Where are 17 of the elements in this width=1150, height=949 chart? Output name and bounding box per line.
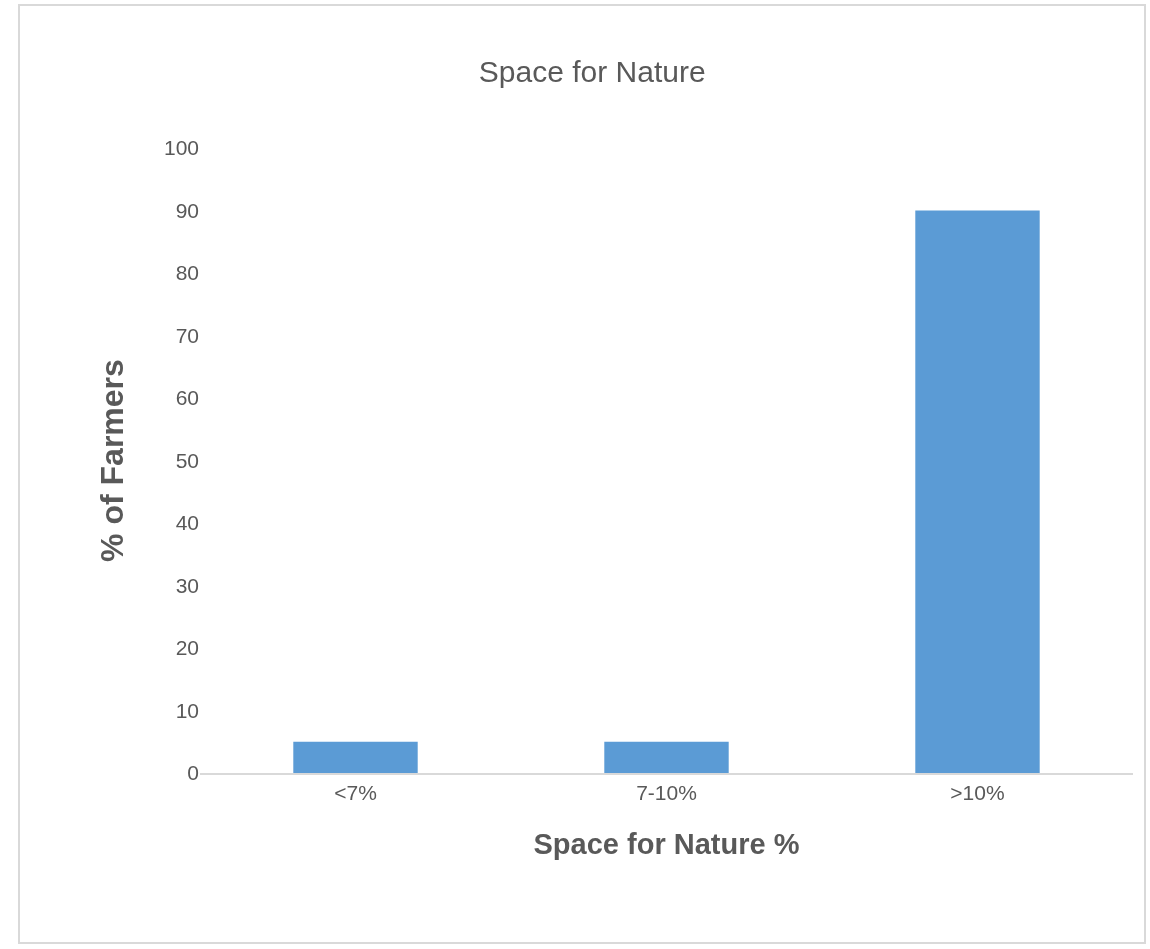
y-tick-label: 20 [175, 636, 199, 660]
y-tick-label: 100 [163, 136, 199, 160]
x-axis-title: Space for Nature % [533, 827, 800, 860]
y-tick-label: 90 [175, 198, 199, 222]
y-tick-label: 60 [175, 386, 199, 410]
y-tick-label: 70 [175, 323, 199, 347]
y-tick-label: 10 [175, 698, 199, 722]
y-tick-label: 30 [175, 573, 199, 597]
y-axis-title: % of Farmers [94, 359, 131, 562]
x-tick-label: 7-10% [636, 781, 697, 805]
y-tick-label: 40 [175, 511, 199, 535]
chart-title: Space for Nature [478, 54, 706, 88]
x-tick-label: >10% [950, 781, 1005, 805]
y-tick-label: 0 [187, 761, 199, 785]
x-tick-label: <7% [334, 781, 377, 805]
y-tick-label: 50 [175, 448, 199, 472]
y-tick-label: 80 [175, 261, 199, 285]
